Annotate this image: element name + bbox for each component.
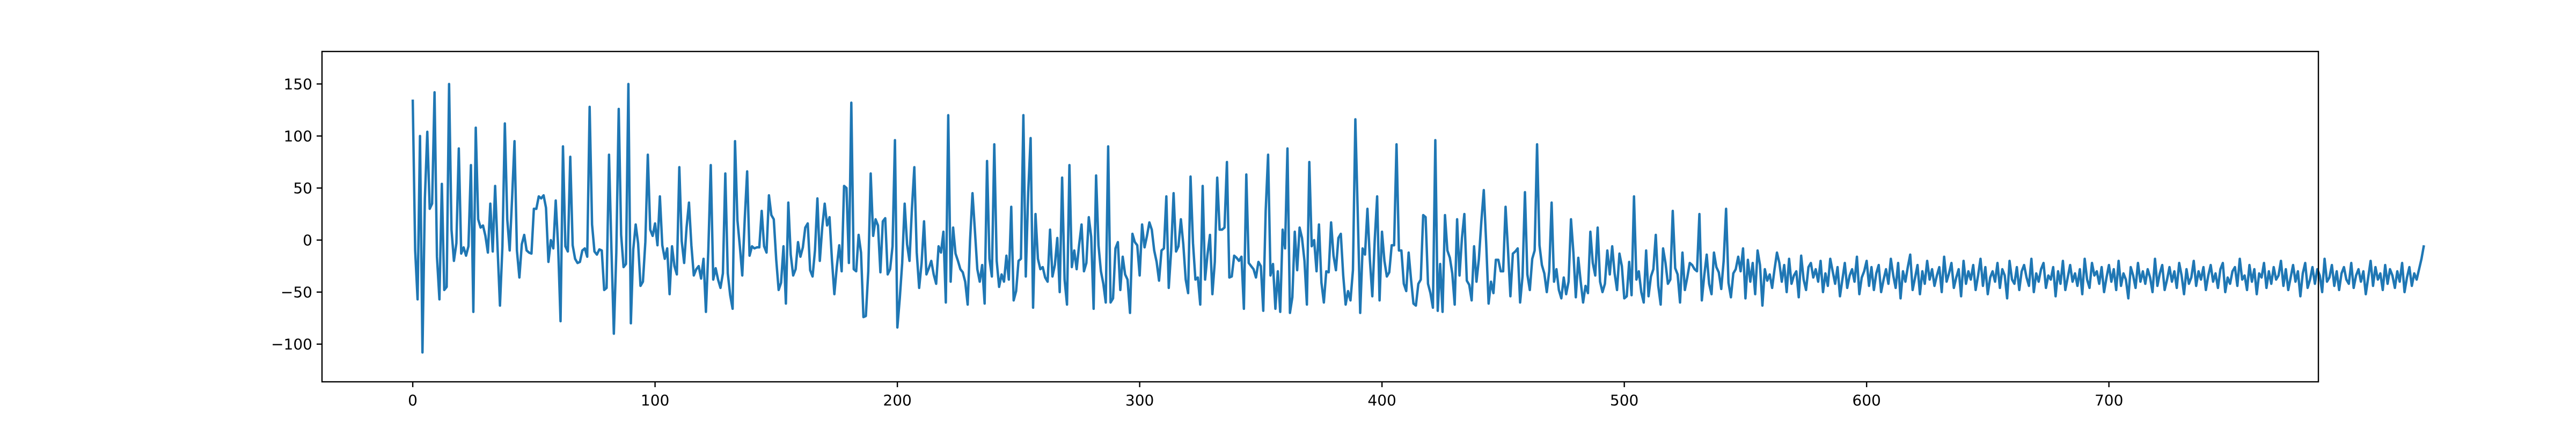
- y-tick-label: 0: [303, 232, 312, 249]
- series-line-0: [411, 83, 2425, 354]
- x-tick-label: 700: [2095, 391, 2123, 409]
- y-tick-label: −100: [271, 336, 312, 353]
- y-tick-label: 150: [284, 76, 312, 93]
- y-tick-label: −50: [281, 284, 312, 301]
- series-layer: [411, 83, 2425, 354]
- x-tick-label: 100: [641, 391, 669, 409]
- x-tick-label: 400: [1367, 391, 1396, 409]
- x-tick-label: 200: [883, 391, 911, 409]
- x-tick-label: 600: [1852, 391, 1880, 409]
- plot-area: [322, 51, 2318, 382]
- y-tick-label: 100: [284, 128, 312, 145]
- y-tick-label: 50: [293, 180, 312, 197]
- plot-frame: [321, 50, 2319, 383]
- x-tick-label: 300: [1125, 391, 1154, 409]
- x-tick-label: 0: [408, 391, 418, 409]
- x-tick-label: 500: [1610, 391, 1638, 409]
- axes: 0 100 200 300 400 500 600 700 −100 −50 0 50 100 150: [271, 76, 2123, 409]
